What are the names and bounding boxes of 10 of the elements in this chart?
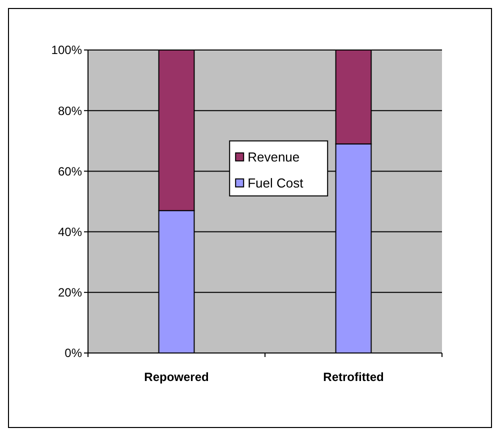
y-tick-label: 40%: [58, 225, 82, 239]
y-tick-label: 20%: [58, 286, 82, 300]
x-tick-label: Repowered: [144, 370, 209, 384]
y-tick-label: 80%: [58, 104, 82, 118]
legend-label: Revenue: [248, 149, 300, 164]
legend-label: Fuel Cost: [248, 175, 304, 190]
x-tick-label: Retrofitted: [323, 370, 384, 384]
y-tick-label: 0%: [64, 346, 82, 360]
y-tick-label: 100%: [51, 43, 82, 58]
y-tick-label: 60%: [58, 164, 82, 178]
